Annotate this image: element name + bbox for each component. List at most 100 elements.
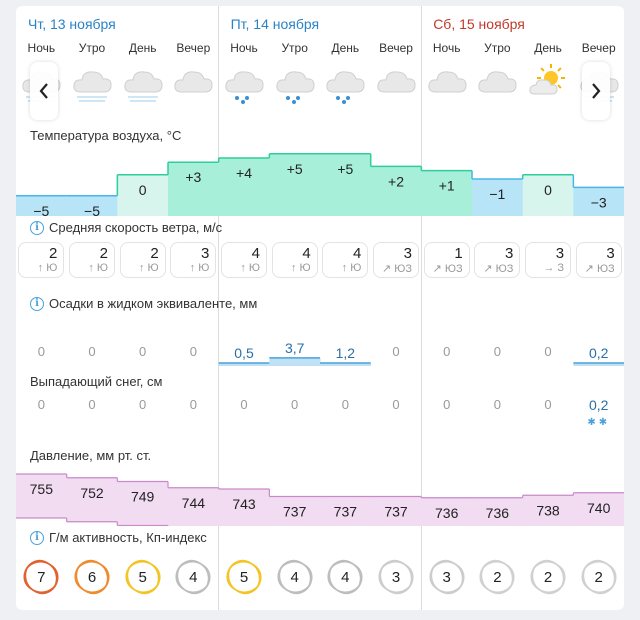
pressure-chart: 755 752 749 744 743 737 737 737 736 736 738 740 xyxy=(16,473,624,526)
pressure-band xyxy=(421,497,473,526)
kp-title: i Г/м активность, Кп-индекс xyxy=(30,530,207,545)
wind-cell[interactable]: 2 ↑ Ю xyxy=(69,242,115,278)
temperature-bar xyxy=(522,174,574,216)
kp-index-badge: 4 xyxy=(275,557,315,597)
precip-value: 0,2 xyxy=(588,345,609,361)
wind-cell[interactable]: 4 ↑ Ю xyxy=(221,242,267,278)
wind-cell[interactable]: 1 ↗ ЮЗ xyxy=(423,242,470,278)
chevron-left-icon xyxy=(39,83,48,99)
time-of-day-label: Утро xyxy=(484,41,511,55)
precip-bar xyxy=(573,363,624,366)
kp-index-badge: 4 xyxy=(173,557,213,597)
pressure-band xyxy=(218,489,270,526)
precip-value: 1,2 xyxy=(335,345,356,361)
wind-cell[interactable]: 3 ↑ Ю xyxy=(170,242,217,278)
precip-value: 0 xyxy=(493,344,501,359)
wind-speed: 1 xyxy=(454,245,463,262)
kp-value: 3 xyxy=(442,568,451,586)
wind-cell[interactable]: 3 ↗ ЮЗ xyxy=(474,242,521,278)
time-of-day-label: День xyxy=(331,41,360,55)
time-of-day-label: Ночь xyxy=(230,41,258,55)
kp-index-badge: 3 xyxy=(427,557,467,597)
wind-cell[interactable]: 2 ↑ Ю xyxy=(18,242,65,278)
kp-index-badge: 4 xyxy=(325,557,365,597)
wind-speed: 4 xyxy=(353,245,362,262)
kp-index-badge: 3 xyxy=(376,557,416,597)
temperature-value: +2 xyxy=(388,173,404,189)
snow-value: 0,2 xyxy=(588,397,609,413)
pressure-value: 740 xyxy=(587,500,611,516)
kp-value: 5 xyxy=(239,568,249,586)
pressure-value: 738 xyxy=(536,502,560,518)
pressure-value: 749 xyxy=(131,489,155,505)
kp-value: 4 xyxy=(290,568,299,586)
kp-value: 4 xyxy=(189,568,198,586)
temperature-value: +5 xyxy=(287,161,303,177)
cloud-snow-icon xyxy=(71,64,113,106)
snow-value: 0 xyxy=(139,397,147,412)
time-of-day-label: Ночь xyxy=(27,41,56,55)
day-separator xyxy=(218,6,219,610)
wind-cell[interactable]: 3 → З xyxy=(525,242,572,278)
pressure-band xyxy=(269,496,321,526)
temperature-value: +4 xyxy=(236,165,252,181)
time-of-day-label: День xyxy=(534,41,562,55)
kp-value: 7 xyxy=(37,568,46,586)
wind-speed: 2 xyxy=(150,245,159,262)
snow-value: 0 xyxy=(544,397,552,412)
precip-value: 0 xyxy=(443,344,451,359)
kp-index-badge: 5 xyxy=(123,557,163,597)
wind-cell[interactable]: 4 ↑ Ю xyxy=(322,242,369,278)
info-icon[interactable]: i xyxy=(30,220,44,235)
temperature-value: +1 xyxy=(439,178,455,194)
temperature-value: 0 xyxy=(139,182,147,198)
kp-value: 2 xyxy=(543,568,553,586)
cloud-icon xyxy=(172,64,214,106)
wind-speed: 3 xyxy=(505,245,514,262)
snow-title: Выпадающий снег, см xyxy=(30,374,163,389)
pressure-band xyxy=(117,481,169,526)
wind-direction: ↑ Ю xyxy=(291,262,311,274)
cloud-snow-icon xyxy=(122,64,164,106)
info-icon[interactable]: i xyxy=(30,296,44,311)
pressure-band xyxy=(370,496,422,526)
snow-value: 0 xyxy=(189,397,197,412)
temperature-value: −1 xyxy=(489,186,505,202)
pressure-band xyxy=(573,492,624,526)
day-separator xyxy=(421,6,422,610)
temperature-bar xyxy=(421,170,473,216)
precip-value: 0 xyxy=(544,344,552,359)
wind-speed: 2 xyxy=(48,245,58,262)
time-of-day-label: Утро xyxy=(78,41,106,55)
weather-forecast-card: Чт, 13 ноября Пт, 14 ноября Сб, 15 ноября … xyxy=(16,6,624,610)
wind-cell[interactable]: 4 ↑ Ю xyxy=(271,242,318,278)
cloud-rain-icon xyxy=(324,64,366,106)
pressure-band xyxy=(16,474,68,518)
precip-value: 0 xyxy=(139,344,147,359)
precip-value: 3,7 xyxy=(284,339,305,356)
wind-direction: ↑ Ю xyxy=(240,262,260,274)
kp-index-badge: 2 xyxy=(528,557,568,597)
temperature-bar xyxy=(66,195,118,216)
next-button[interactable] xyxy=(582,62,610,120)
pressure-value: 737 xyxy=(334,504,358,520)
temperature-value: −5 xyxy=(84,203,100,216)
kp-value: 3 xyxy=(391,568,401,586)
temperature-bar xyxy=(168,162,220,216)
snow-value: 0 xyxy=(88,397,96,412)
temperature-bar xyxy=(472,179,524,216)
day-title: Чт, 13 ноября xyxy=(28,16,116,32)
wind-direction: ↑ Ю xyxy=(189,262,210,274)
info-icon[interactable]: i xyxy=(30,530,44,545)
day-title: Пт, 14 ноября xyxy=(230,16,320,32)
wind-cell[interactable]: 3 ↗ ЮЗ xyxy=(575,242,622,278)
wind-direction: ↗ ЮЗ xyxy=(381,263,413,275)
partly-sunny-icon xyxy=(527,64,569,106)
wind-direction: ↑ Ю xyxy=(37,262,58,274)
snow-value: 0 xyxy=(392,397,400,412)
wind-direction: ↗ ЮЗ xyxy=(483,263,514,275)
wind-cell[interactable]: 3 ↗ ЮЗ xyxy=(373,242,420,278)
prev-button[interactable] xyxy=(30,62,58,120)
pressure-value: 752 xyxy=(80,485,104,501)
wind-cell[interactable]: 2 ↑ Ю xyxy=(119,242,166,278)
